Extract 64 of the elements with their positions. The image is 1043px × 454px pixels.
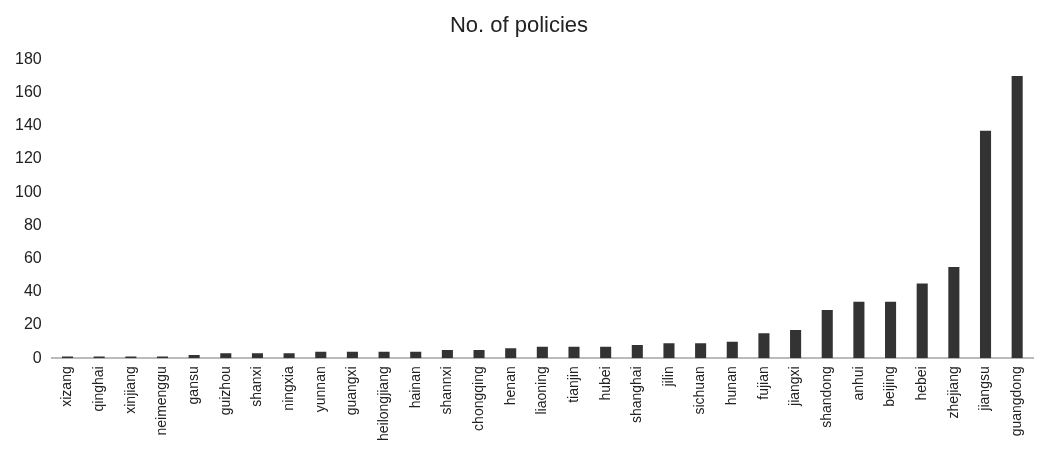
x-tick-label: hainan	[406, 366, 423, 409]
bar	[1011, 76, 1023, 359]
bar	[536, 346, 548, 359]
x-tick-label: tianjin	[564, 366, 581, 403]
y-tick-label: 100	[14, 182, 42, 200]
x-tick-label: henan	[501, 366, 518, 406]
x-tick-label: chongqing	[469, 366, 486, 431]
x-tick-label: beijing	[881, 366, 898, 407]
x-tick-label: anhui	[849, 366, 866, 401]
bar	[568, 346, 580, 359]
y-tick-label: 0	[32, 348, 42, 366]
x-tick-label: hebei	[913, 366, 930, 401]
y-tick-label: 120	[14, 149, 42, 167]
x-tick-label: heilongjiang	[374, 366, 391, 441]
bar	[663, 343, 675, 359]
y-tick-label: 80	[23, 215, 42, 233]
bar	[283, 353, 295, 359]
bar	[220, 353, 232, 359]
x-tick-label: guizhou	[216, 366, 233, 416]
x-tick-label: shannxi	[438, 366, 455, 415]
x-tick-label: sichuan	[691, 366, 708, 415]
y-tick-label: 20	[23, 315, 42, 333]
x-tick-label: shandong	[818, 366, 835, 428]
bar	[251, 353, 263, 359]
x-tick-label: shanxi	[248, 366, 265, 407]
x-tick-label: yunnan	[311, 366, 328, 413]
x-tick-label: ningxia	[279, 366, 296, 411]
bar	[853, 301, 865, 359]
x-tick-label: xinjiang	[121, 366, 138, 414]
bar	[790, 330, 802, 359]
x-tick-label: zhejiang	[944, 366, 961, 419]
x-tick-label: guangdong	[1008, 366, 1025, 437]
x-tick-label: hunan	[723, 366, 740, 406]
x-tick-label: shanghai	[628, 366, 645, 424]
bar	[600, 346, 612, 359]
y-tick-label: 140	[14, 116, 42, 134]
chart-title: No. of policies	[449, 12, 589, 38]
x-tick-label: gansu	[185, 366, 201, 405]
x-tick-label: fujian	[754, 366, 771, 400]
y-tick-label: 160	[14, 83, 42, 101]
y-tick-label: 180	[14, 49, 42, 67]
y-tick-label: 40	[23, 282, 42, 300]
x-tick-label: guangxi	[343, 366, 360, 416]
bar	[758, 333, 770, 359]
bar	[821, 310, 833, 359]
bar	[726, 341, 738, 359]
bar	[441, 349, 453, 359]
x-tick-label: jilin	[659, 366, 676, 388]
x-tick-label: xizang	[58, 366, 75, 407]
x-tick-label: neimenggu	[153, 366, 170, 436]
bar	[695, 343, 707, 359]
x-tick-label: jiangxi	[786, 366, 803, 407]
bar	[979, 130, 992, 359]
bar	[948, 266, 960, 359]
x-tick-label: liaoning	[533, 366, 550, 415]
x-tick-label: jiangsu	[976, 366, 993, 412]
x-tick-label: qinghai	[90, 366, 107, 412]
bar	[473, 349, 485, 359]
bar	[885, 301, 897, 359]
bar	[631, 344, 643, 359]
bar	[505, 348, 517, 359]
x-tick-label: hubei	[596, 366, 613, 401]
y-tick-label: 60	[23, 249, 42, 267]
bar	[916, 283, 928, 359]
